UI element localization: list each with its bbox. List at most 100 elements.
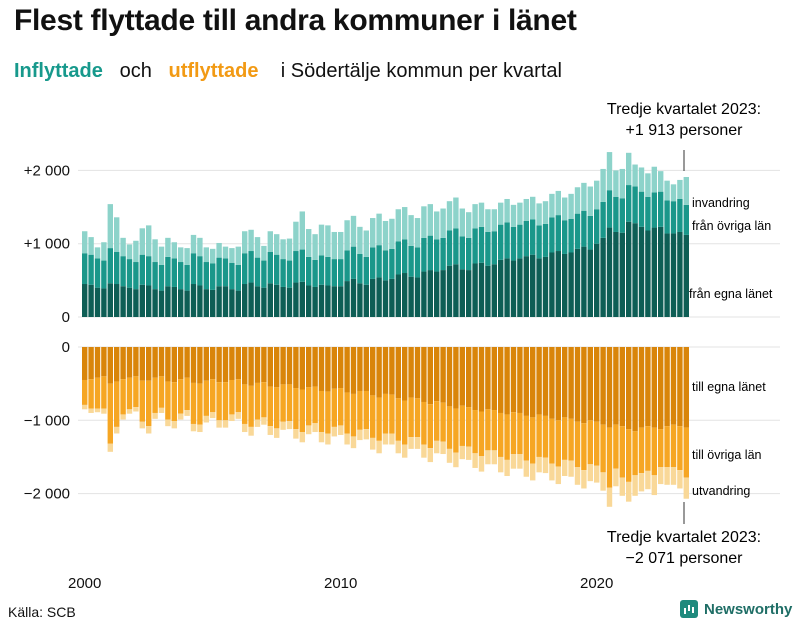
bar-in-segment bbox=[254, 237, 261, 258]
bar-in-segment bbox=[203, 262, 209, 290]
bar-in-segment bbox=[459, 208, 465, 237]
bar-in-segment bbox=[658, 191, 664, 227]
bar-out-segment bbox=[549, 463, 555, 481]
bar-in-segment bbox=[638, 167, 645, 192]
bar-in-segment bbox=[82, 231, 88, 254]
bar-in-segment bbox=[651, 166, 657, 193]
bar-out-segment bbox=[325, 347, 331, 392]
bar-in-segment bbox=[440, 237, 446, 271]
bar-out-segment bbox=[171, 347, 177, 383]
bar-in-segment bbox=[472, 204, 478, 229]
bar-in-segment bbox=[331, 259, 337, 287]
bar-out-segment bbox=[267, 386, 273, 427]
bar-in-segment bbox=[312, 234, 318, 260]
bar-in-segment bbox=[459, 236, 465, 270]
bar-in-segment bbox=[248, 282, 254, 317]
bar-out-segment bbox=[306, 387, 312, 426]
bar-in-segment bbox=[107, 248, 113, 284]
bar-out-segment bbox=[485, 409, 491, 451]
bar-out-segment bbox=[114, 347, 120, 382]
bar-out-segment bbox=[229, 379, 235, 415]
bar-in-segment bbox=[600, 237, 606, 317]
bar-out-segment bbox=[523, 347, 529, 416]
bar-in-segment bbox=[555, 215, 561, 252]
bar-in-segment bbox=[216, 242, 222, 258]
bar-in-segment bbox=[318, 255, 325, 285]
bar-in-segment bbox=[421, 206, 427, 238]
bar-out-segment bbox=[427, 404, 433, 449]
bar-out-segment bbox=[459, 347, 465, 406]
bar-in-segment bbox=[478, 226, 485, 263]
bar-in-segment bbox=[402, 207, 408, 240]
bar-out-segment bbox=[421, 444, 427, 458]
source-note: Källa: SCB bbox=[8, 604, 76, 620]
bar-in-segment bbox=[363, 256, 369, 285]
bar-in-segment bbox=[357, 226, 363, 254]
bar-out-segment bbox=[222, 382, 229, 421]
bar-in-segment bbox=[318, 284, 325, 317]
bar-in-segment bbox=[350, 278, 357, 317]
bar-out-segment bbox=[133, 347, 139, 377]
bar-in-segment bbox=[286, 287, 293, 317]
bar-in-segment bbox=[229, 289, 235, 317]
bar-in-segment bbox=[440, 270, 446, 317]
bar-out-segment bbox=[517, 347, 523, 413]
bar-in-segment bbox=[670, 233, 677, 317]
bar-in-segment bbox=[370, 218, 376, 248]
bar-out-segment bbox=[542, 415, 549, 458]
bar-in-segment bbox=[325, 285, 331, 317]
bar-out-segment bbox=[203, 415, 209, 423]
bar-in-segment bbox=[120, 256, 126, 287]
bar-out-segment bbox=[402, 400, 408, 445]
bar-in-segment bbox=[389, 218, 395, 249]
bar-out-segment bbox=[466, 407, 472, 447]
bar-in-segment bbox=[158, 264, 165, 291]
bar-in-segment bbox=[107, 283, 113, 317]
bar-out-segment bbox=[248, 385, 254, 427]
bar-in-segment bbox=[472, 228, 478, 264]
bar-out-segment bbox=[389, 347, 395, 395]
bar-in-segment bbox=[222, 286, 229, 317]
bar-in-segment bbox=[203, 247, 209, 263]
bar-out-segment bbox=[587, 420, 593, 465]
bar-out-segment bbox=[600, 424, 606, 473]
bar-out-segment bbox=[651, 427, 657, 476]
bar-in-segment bbox=[171, 286, 177, 317]
bar-in-segment bbox=[606, 190, 613, 228]
bar-in-segment bbox=[376, 213, 382, 246]
bar-out-segment bbox=[88, 347, 94, 380]
bar-out-segment bbox=[510, 412, 517, 455]
bar-out-segment bbox=[210, 347, 216, 380]
bar-out-segment bbox=[370, 437, 376, 450]
bar-out-segment bbox=[440, 347, 446, 403]
bar-in-segment bbox=[466, 237, 472, 271]
bar-out-segment bbox=[683, 477, 689, 499]
bar-in-segment bbox=[600, 201, 606, 238]
bar-out-segment bbox=[254, 347, 261, 383]
bar-in-segment bbox=[146, 285, 152, 317]
bar-out-segment bbox=[510, 347, 517, 413]
bar-in-segment bbox=[638, 226, 645, 317]
bar-in-segment bbox=[267, 251, 273, 284]
bar-out-segment bbox=[107, 347, 113, 384]
bar-out-segment bbox=[152, 347, 158, 378]
bar-out-segment bbox=[120, 347, 126, 380]
bar-out-segment bbox=[350, 436, 357, 449]
bar-out-segment bbox=[216, 420, 222, 428]
bar-out-segment bbox=[683, 347, 689, 428]
bar-in-segment bbox=[587, 215, 593, 250]
bar-in-segment bbox=[421, 237, 427, 272]
bar-out-segment bbox=[414, 398, 421, 438]
bar-out-segment bbox=[235, 379, 241, 413]
bar-in-segment bbox=[133, 262, 139, 290]
bar-in-segment bbox=[178, 289, 184, 317]
bar-out-segment bbox=[88, 379, 94, 409]
bar-in-segment bbox=[312, 286, 318, 317]
bar-in-segment bbox=[101, 288, 107, 317]
bar-out-segment bbox=[523, 415, 529, 461]
bar-in-segment bbox=[626, 152, 632, 186]
bars-layer bbox=[82, 152, 689, 507]
bar-in-segment bbox=[446, 201, 453, 231]
bar-out-segment bbox=[146, 426, 152, 434]
bar-in-segment bbox=[645, 230, 651, 317]
